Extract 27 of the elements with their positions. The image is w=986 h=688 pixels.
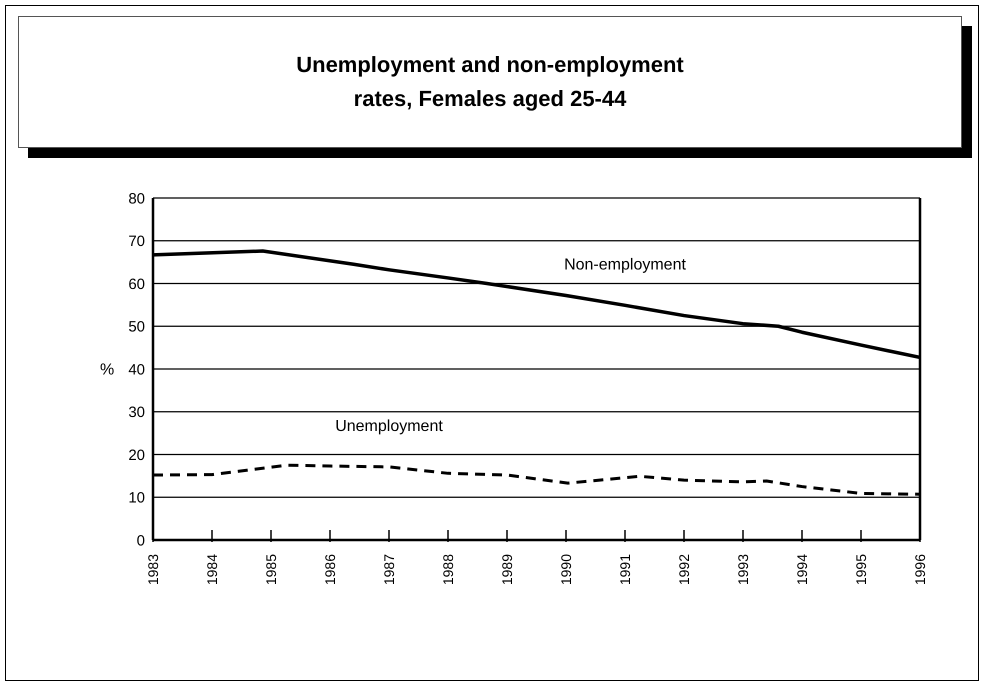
y-tick-label: 30	[128, 404, 145, 422]
y-axis-title: %	[100, 362, 114, 379]
x-tick-label: 1991	[617, 554, 633, 586]
x-tick-label: 1986	[322, 554, 338, 586]
x-tick-label: 1985	[263, 554, 279, 586]
x-tick-label: 1984	[204, 554, 220, 586]
series-label: Non-employment	[564, 256, 686, 274]
x-tick-label: 1990	[558, 554, 574, 586]
x-tick-label: 1987	[381, 554, 397, 586]
y-tick-label: 20	[128, 446, 145, 464]
x-tick-label: 1993	[735, 554, 751, 586]
y-tick-label: 40	[128, 361, 145, 378]
y-tick-label: 10	[128, 490, 145, 507]
y-tick-label: 60	[128, 276, 145, 293]
y-tick-label: 50	[128, 318, 145, 336]
x-tick-label: 1983	[145, 554, 161, 586]
x-tick-label: 1988	[440, 554, 456, 586]
y-tick-label: 80	[128, 190, 145, 208]
y-tick-label: 70	[128, 233, 145, 250]
chart-title: Unemployment and non-employment rates, Females aged 25-44	[296, 51, 684, 113]
x-tick-label: 1996	[912, 554, 928, 586]
x-tick-label: 1992	[676, 554, 692, 586]
y-tick-label: 0	[136, 532, 145, 550]
x-tick-label: 1995	[853, 554, 869, 586]
x-tick-label: 1989	[499, 554, 515, 586]
series-label: Unemployment	[335, 418, 444, 435]
x-tick-label: 1994	[794, 554, 810, 586]
